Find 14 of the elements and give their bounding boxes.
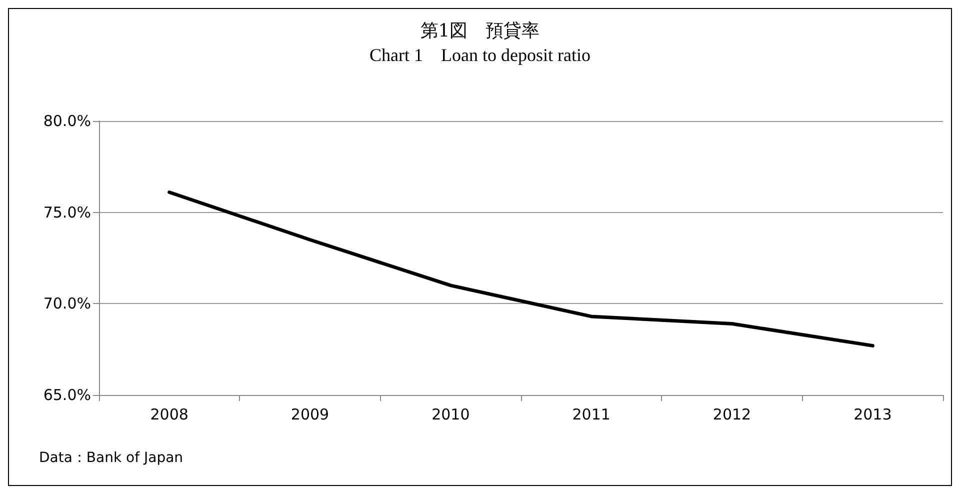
y-tick-label: 75.0% — [43, 203, 91, 222]
x-tick-label: 2011 — [572, 406, 610, 424]
chart-subtitle: Chart 1 Loan to deposit ratio — [370, 45, 590, 65]
y-tick-label: 70.0% — [43, 294, 91, 313]
line-series — [168, 190, 874, 348]
x-tick-label: 2013 — [854, 406, 892, 424]
x-tick-label: 2008 — [150, 406, 188, 424]
chart-title: 第1図 預貸率 — [420, 20, 540, 42]
x-tick-label: 2012 — [712, 406, 752, 424]
y-tick-label: 80.0% — [43, 112, 91, 130]
text: Data：Bank of Japan — [39, 450, 184, 466]
x-tick-label: 2010 — [432, 406, 470, 424]
y-tick-label: 65.0% — [43, 386, 91, 404]
x-tick-label: 2009 — [290, 406, 330, 424]
